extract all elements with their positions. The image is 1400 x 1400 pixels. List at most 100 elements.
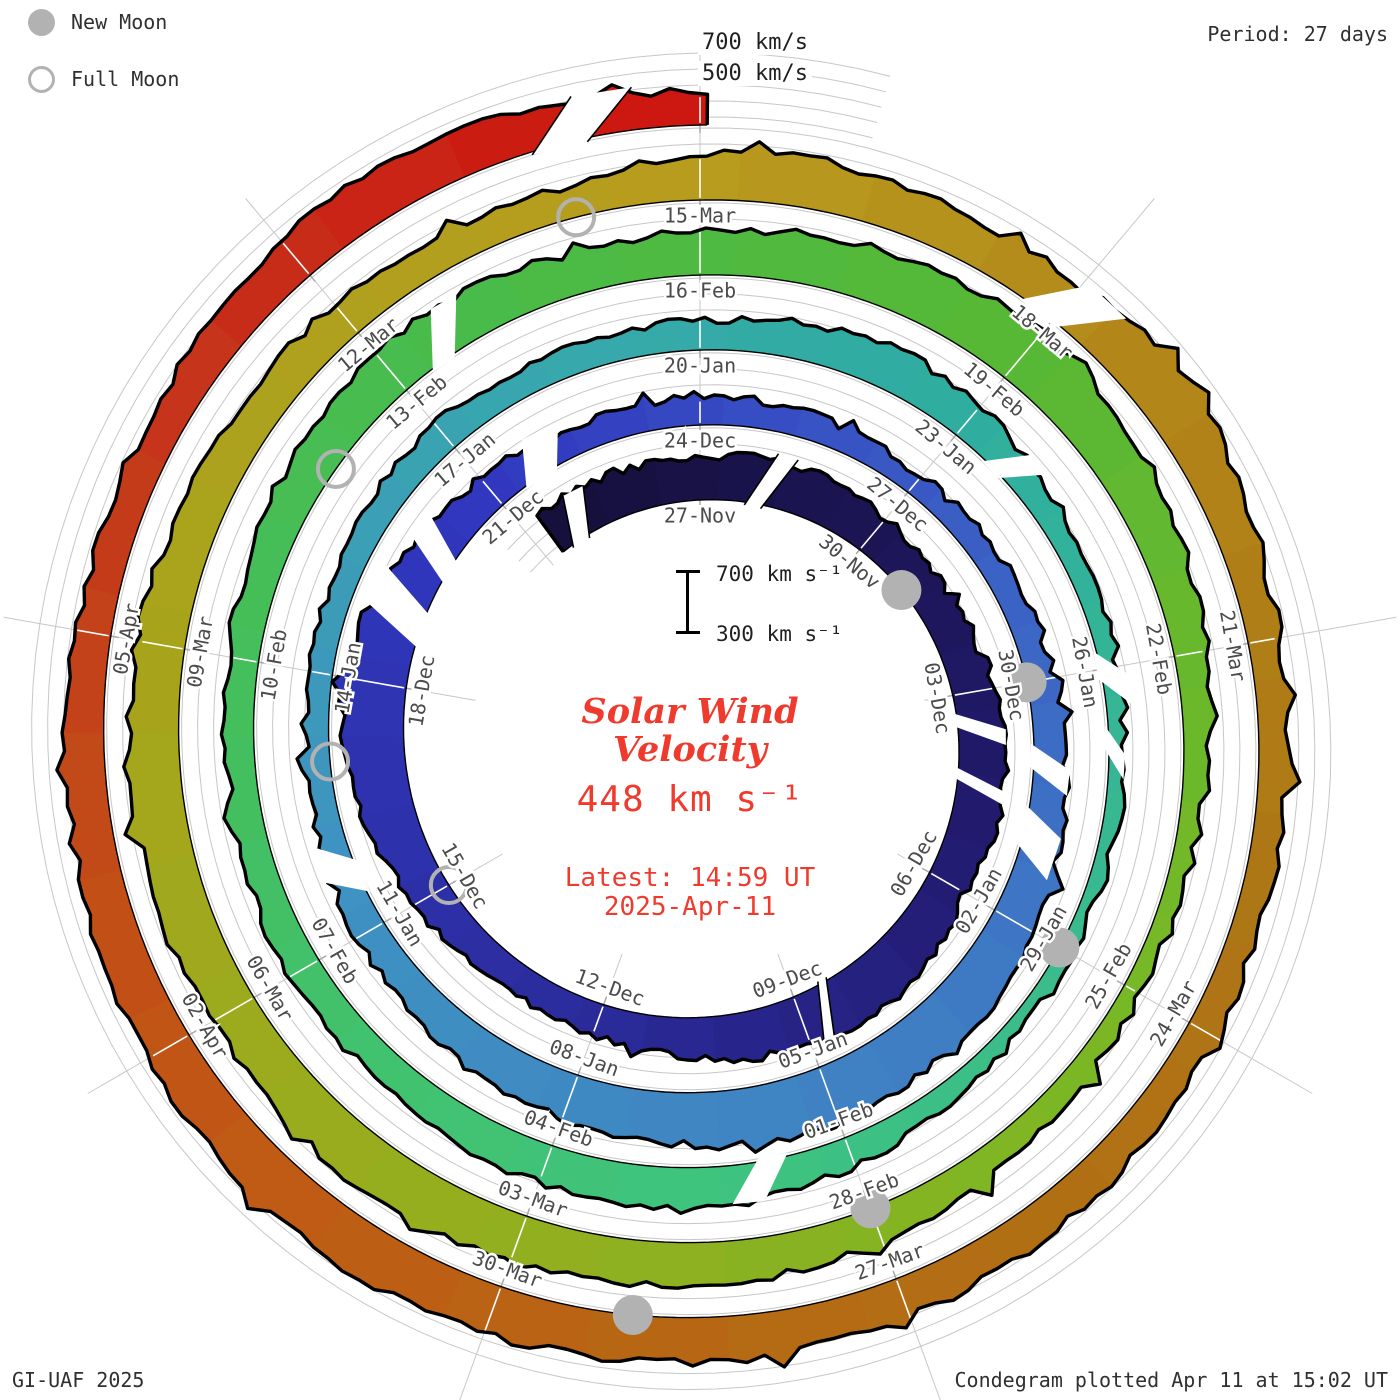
velocity-band-segment — [598, 1235, 726, 1289]
in-band-spoke-mark — [233, 656, 257, 663]
data-gap — [411, 512, 458, 585]
credit-label: GI-UAF 2025 — [12, 1368, 145, 1392]
velocity-band-segment — [540, 327, 638, 385]
full-moon-marker — [556, 197, 597, 238]
velocity-band-segment — [1037, 506, 1102, 607]
data-gap — [732, 1152, 788, 1205]
legend-row-full-moon: Full Moon — [28, 63, 179, 95]
velocity-band-segment — [979, 1157, 1113, 1270]
in-band-spoke-mark — [1176, 650, 1203, 657]
moon-legend: New Moon Full Moon — [28, 6, 179, 120]
latest-date-label: 2025-Apr-11 — [603, 892, 777, 922]
data-gap — [1029, 743, 1070, 796]
new-moon-label: New Moon — [71, 10, 168, 34]
in-band-spoke-mark — [1190, 1022, 1222, 1042]
in-band-spoke-mark — [896, 1280, 913, 1323]
data-gap — [817, 977, 836, 1049]
data-gap-hatch — [825, 977, 837, 1045]
in-band-spoke-mark — [819, 1069, 841, 1124]
data-gap-hatch — [586, 86, 633, 143]
date-label: 20-Jan — [664, 354, 736, 378]
in-band-spoke-mark — [482, 480, 503, 504]
in-band-spoke-mark — [860, 521, 884, 549]
in-band-spoke-mark — [540, 1147, 553, 1177]
velocity-band-segment — [142, 477, 233, 614]
in-band-spoke-mark — [355, 922, 383, 940]
data-gap-hatch — [817, 981, 826, 1049]
full-moon-label: Full Moon — [71, 67, 180, 91]
in-band-spoke-mark — [1125, 985, 1136, 992]
in-band-spoke-mark — [793, 998, 810, 1041]
velocity-band-segment — [505, 240, 626, 316]
full-moon-marker — [428, 865, 469, 905]
scale-bar-bottom-cap — [676, 631, 700, 634]
in-band-spoke-mark — [511, 1217, 527, 1258]
data-gap — [430, 294, 457, 373]
data-gap-hatch — [759, 459, 799, 510]
legend-row-new-moon: New Moon — [28, 6, 179, 38]
latest-time-label: Latest: 14:59 UT — [564, 863, 816, 893]
in-band-spoke-mark — [376, 354, 406, 390]
period-label: Period: 27 days — [1207, 22, 1388, 46]
in-band-spoke-mark — [484, 1288, 502, 1332]
in-band-spoke-mark — [954, 687, 993, 696]
scale-bar-top-cap — [676, 570, 700, 573]
in-band-spoke-mark — [908, 478, 920, 492]
center-annotation: Solar Wind Velocity 448 km s⁻¹ Latest: 1… — [440, 693, 940, 922]
velocity-band-segment — [726, 1291, 870, 1368]
velocity-band-segment — [414, 1085, 525, 1175]
date-label: 27-Nov — [664, 504, 736, 528]
data-gap — [311, 846, 370, 892]
data-gap — [1016, 805, 1061, 881]
in-band-spoke-mark — [593, 1006, 604, 1032]
scale-bar-line — [686, 572, 689, 634]
band-baseline — [102, 124, 1260, 1319]
in-band-spoke-mark — [995, 910, 1032, 933]
velocity-band-segment — [732, 228, 855, 294]
data-gap — [522, 421, 558, 490]
plot-title-line2: Velocity — [613, 729, 767, 770]
in-band-spoke-mark — [561, 1076, 579, 1118]
reference-500kms-label: 500 km/s — [698, 61, 812, 86]
current-velocity-value: 448 km s⁻¹ — [576, 779, 804, 820]
velocity-grid-arc-700 — [31, 52, 1332, 1391]
velocity-band-segment — [726, 316, 828, 365]
in-band-spoke-mark — [312, 670, 331, 676]
in-band-spoke-mark — [344, 676, 405, 689]
plotted-timestamp-label: Condegram plotted Apr 11 at 15:02 UT — [954, 1368, 1388, 1392]
data-gap-hatch — [562, 495, 575, 548]
in-band-spoke-mark — [844, 1139, 857, 1168]
in-band-spoke-mark — [1250, 637, 1275, 644]
date-label: 15-Mar — [664, 204, 736, 228]
new-moon-marker — [1039, 927, 1080, 968]
in-band-spoke-mark — [152, 1035, 188, 1057]
scale-bar-bottom-label: 300 km s⁻¹ — [716, 622, 843, 646]
reference-700kms-label: 700 km/s — [698, 30, 812, 55]
grid-spoke — [924, 616, 1397, 701]
data-gap — [532, 87, 632, 155]
in-band-spoke-mark — [433, 422, 454, 447]
new-moon-marker — [881, 570, 922, 611]
data-gap-hatch — [531, 96, 572, 156]
data-gap — [1104, 725, 1126, 780]
new-moon-marker — [850, 1188, 891, 1229]
velocity-band-segment — [924, 488, 995, 564]
new-moon-marker — [612, 1294, 653, 1335]
grid-spoke — [897, 853, 1313, 1094]
in-band-spoke-mark — [336, 307, 358, 332]
in-band-spoke-mark — [142, 640, 183, 650]
data-gap — [364, 561, 431, 649]
in-band-spoke-mark — [77, 629, 109, 637]
date-label: 16-Feb — [664, 279, 736, 303]
data-gap — [953, 713, 1006, 745]
data-gap — [954, 766, 1011, 808]
in-band-spoke-mark — [930, 872, 960, 891]
date-label: 24-Dec — [664, 429, 736, 453]
new-moon-icon — [28, 8, 55, 36]
velocity-band-segment — [624, 1088, 720, 1151]
in-band-spoke-mark — [956, 409, 978, 434]
scale-bar-top-label: 700 km s⁻¹ — [716, 562, 843, 586]
in-band-spoke-mark — [1005, 330, 1044, 377]
in-band-spoke-mark — [289, 960, 318, 978]
